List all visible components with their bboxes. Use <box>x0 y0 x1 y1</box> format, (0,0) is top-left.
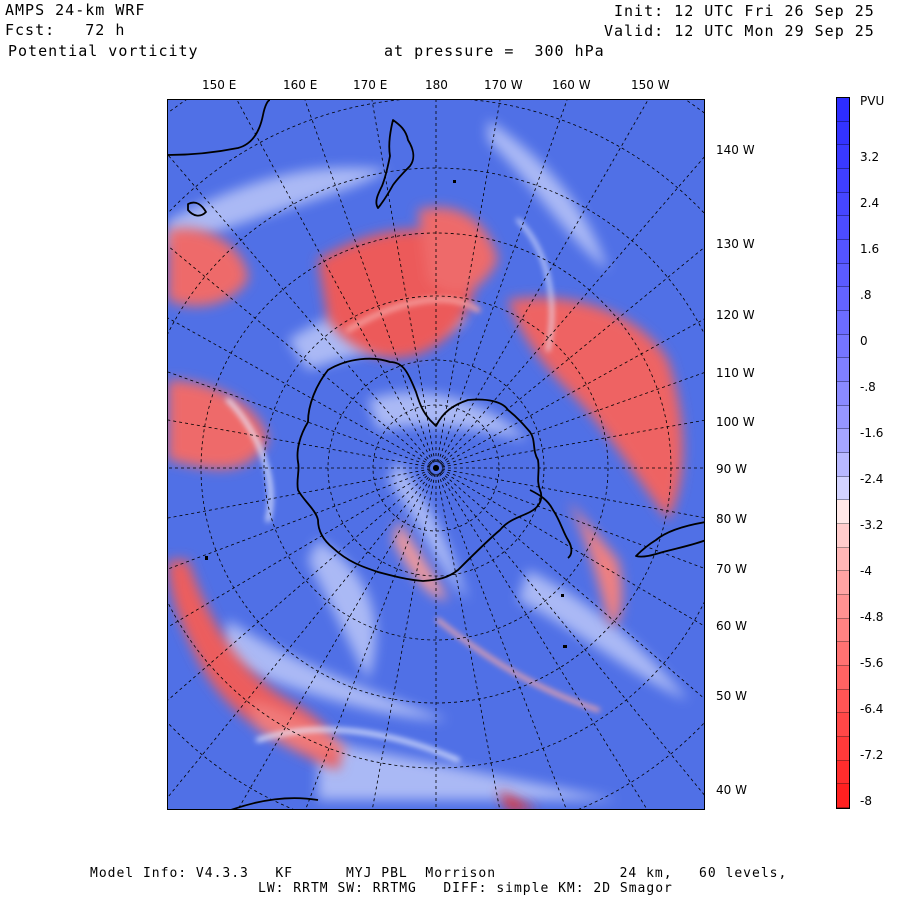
new-zealand-coastline <box>375 119 415 209</box>
colorbar-swatch <box>837 429 849 454</box>
model-title: AMPS 24-km WRF <box>5 1 146 19</box>
colorbar-swatch <box>837 500 849 525</box>
lon-label-180: 180 <box>425 78 448 92</box>
lon-label-120w: 120 W <box>716 308 755 322</box>
australia-coastline <box>168 100 271 156</box>
south-america-coastline <box>635 521 704 558</box>
colorbar-swatch <box>837 524 849 548</box>
colorbar-tick: 2.4 <box>860 196 880 210</box>
colorbar-swatch <box>837 382 849 406</box>
lon-label-100w: 100 W <box>716 415 755 429</box>
model-info-line1: Model Info: V4.3.3 KF MYJ PBL Morrison 2… <box>90 866 788 881</box>
lon-label-130w: 130 W <box>716 237 755 251</box>
colorbar-swatch <box>837 405 849 430</box>
small-islands <box>205 180 567 648</box>
colorbar-unit: PVU <box>860 94 885 108</box>
colorbar-swatch <box>837 358 849 383</box>
colorbar-tick: 1.6 <box>860 242 880 256</box>
lon-label-170e: 170 E <box>353 78 388 92</box>
colorbar-tick: -6.4 <box>860 702 884 716</box>
valid-time: Valid: 12 UTC Mon 29 Sep 25 <box>604 22 875 40</box>
colorbar-tick: -.8 <box>860 380 876 394</box>
colorbar-tick: .8 <box>860 288 872 302</box>
lon-label-150w: 150 W <box>631 78 670 92</box>
lon-label-90w: 90 W <box>716 462 747 476</box>
pv-map <box>167 99 705 810</box>
colorbar-swatch <box>837 263 849 288</box>
colorbar-swatch <box>837 121 849 146</box>
colorbar-swatch <box>837 287 849 312</box>
lon-label-140w: 140 W <box>716 143 755 157</box>
colorbar-swatch <box>837 737 849 761</box>
colorbar-swatch <box>837 642 849 667</box>
colorbar-tick: 3.2 <box>860 150 880 164</box>
meridian-lines <box>168 100 704 809</box>
colorbar-swatch <box>837 98 849 122</box>
lon-label-150e: 150 E <box>202 78 237 92</box>
colorbar-swatch <box>837 453 849 477</box>
colorbar-swatch <box>837 145 849 170</box>
colorbar-swatch <box>837 689 849 714</box>
lon-label-40w: 40 W <box>716 783 747 797</box>
colorbar-tick: -3.2 <box>860 518 884 532</box>
field-name: Potential vorticity <box>8 42 199 60</box>
colorbar-tick: -4 <box>860 564 872 578</box>
colorbar-swatch <box>837 713 849 738</box>
colorbar-swatch <box>837 192 849 217</box>
lon-label-70w: 70 W <box>716 562 747 576</box>
init-time: Init: 12 UTC Fri 26 Sep 25 <box>614 2 875 20</box>
lon-label-80w: 80 W <box>716 512 747 526</box>
forecast-hour: Fcst: 72 h <box>5 21 126 39</box>
colorbar-tick: -4.8 <box>860 610 884 624</box>
colorbar-swatch <box>837 216 849 241</box>
colorbar-tick: -2.4 <box>860 472 884 486</box>
model-info-line2: LW: RRTM SW: RRTMG DIFF: simple KM: 2D S… <box>258 881 673 896</box>
colorbar-swatch <box>837 760 849 785</box>
lon-label-50w: 50 W <box>716 689 747 703</box>
colorbar-swatch <box>837 595 849 619</box>
antarctica-coastline <box>296 357 543 582</box>
lon-label-160e: 160 E <box>283 78 318 92</box>
lon-label-60w: 60 W <box>716 619 747 633</box>
colorbar-swatch <box>837 169 849 193</box>
lon-label-110w: 110 W <box>716 366 755 380</box>
pv-colorbar <box>836 97 850 809</box>
colorbar-tick: -7.2 <box>860 748 884 762</box>
colorbar-swatch <box>837 784 849 809</box>
lon-label-170w: 170 W <box>484 78 523 92</box>
colorbar-swatch <box>837 476 849 501</box>
colorbar-swatch <box>837 666 849 690</box>
colorbar-swatch <box>837 571 849 596</box>
coastlines <box>168 100 704 809</box>
colorbar-swatch <box>837 334 849 359</box>
pressure-level: at pressure = 300 hPa <box>384 42 605 60</box>
colorbar-tick: -5.6 <box>860 656 884 670</box>
colorbar-tick: 0 <box>860 334 868 348</box>
colorbar-swatch <box>837 240 849 264</box>
colorbar-swatch <box>837 311 849 335</box>
colorbar-tick: -8 <box>860 794 872 808</box>
colorbar-tick: -1.6 <box>860 426 884 440</box>
colorbar-swatch <box>837 618 849 643</box>
lon-label-160w: 160 W <box>552 78 591 92</box>
colorbar-swatch <box>837 547 849 572</box>
